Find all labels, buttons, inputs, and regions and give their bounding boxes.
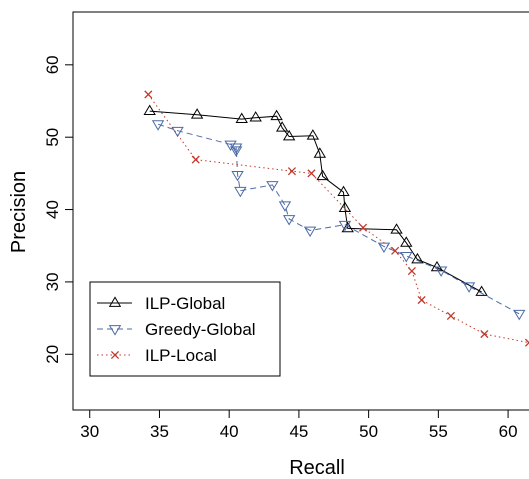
- series-ilp-global: [143, 104, 488, 296]
- y-axis-label: Precision: [8, 171, 30, 253]
- data-point-marker: [407, 267, 416, 276]
- data-point-marker: [446, 311, 455, 320]
- data-point-marker: [411, 252, 424, 264]
- data-point-marker: [316, 169, 329, 181]
- y-tick-label: 40: [43, 200, 62, 219]
- data-point-marker: [434, 266, 448, 277]
- plot-frame: [72, 11, 529, 411]
- data-point-marker: [278, 201, 292, 212]
- data-point-marker: [231, 170, 244, 182]
- data-point-marker: [191, 155, 200, 164]
- x-tick-label: 50: [359, 422, 378, 441]
- data-point-marker: [151, 120, 165, 131]
- data-point-marker: [266, 181, 279, 192]
- data-point-marker: [287, 167, 296, 176]
- series-line: [157, 123, 520, 315]
- data-point-marker: [190, 108, 204, 119]
- series-layer: [143, 90, 529, 347]
- data-point-marker: [282, 215, 296, 226]
- data-point-marker: [391, 246, 400, 255]
- data-point-marker: [229, 143, 243, 154]
- data-point-marker: [400, 252, 413, 263]
- data-point-marker: [307, 169, 316, 178]
- y-tick-label: 30: [43, 272, 62, 291]
- data-point-marker: [430, 260, 444, 272]
- data-point-marker: [338, 201, 352, 212]
- legend-item: ILP-Local: [97, 346, 217, 365]
- data-point-marker: [282, 129, 296, 141]
- data-point-marker: [234, 186, 247, 198]
- data-point-marker: [303, 226, 317, 238]
- legend-label: Greedy-Global: [145, 320, 256, 339]
- y-tick-label: 50: [43, 128, 62, 147]
- x-tick-label: 55: [429, 422, 448, 441]
- data-point-marker: [224, 140, 237, 152]
- data-point-marker: [275, 121, 289, 132]
- data-point-marker: [108, 325, 122, 336]
- data-point-marker: [110, 350, 120, 360]
- x-tick-label: 30: [80, 422, 99, 441]
- legend: ILP-Global Greedy-Global ILP-Local: [89, 281, 281, 377]
- data-point-marker: [229, 146, 243, 157]
- data-point-marker: [306, 129, 320, 140]
- data-point-marker: [270, 109, 283, 121]
- data-point-marker: [249, 111, 262, 122]
- data-point-marker: [235, 112, 248, 123]
- data-point-marker: [108, 296, 122, 307]
- data-point-marker: [338, 220, 352, 232]
- x-tick-label: 40: [220, 422, 239, 441]
- x-tick-label: 60: [499, 422, 518, 441]
- data-point-marker: [513, 309, 526, 321]
- y-tick-label: 60: [43, 55, 62, 74]
- series-ilp-local: [144, 90, 529, 347]
- series-greedy-global: [151, 120, 526, 321]
- data-point-marker: [144, 90, 153, 99]
- x-tick-label: 35: [150, 422, 169, 441]
- x-tick-label: 45: [289, 422, 308, 441]
- data-point-marker: [417, 295, 426, 305]
- data-point-marker: [341, 221, 354, 233]
- legend-item: ILP-Global: [97, 294, 225, 313]
- axes: 30 35 40 45 50 55 60 20 30 40 50 60: [43, 11, 529, 441]
- y-tick-label: 20: [43, 345, 62, 364]
- series-line: [149, 110, 482, 293]
- data-point-marker: [400, 236, 413, 247]
- x-axis-label: Recall: [289, 457, 345, 479]
- data-point-marker: [358, 223, 368, 232]
- data-point-marker: [390, 223, 403, 234]
- legend-item: Greedy-Global: [97, 320, 256, 339]
- data-point-marker: [462, 282, 476, 293]
- legend-label: ILP-Global: [145, 294, 225, 313]
- data-point-marker: [337, 185, 350, 197]
- data-point-marker: [524, 338, 529, 347]
- data-point-marker: [475, 285, 488, 296]
- data-point-marker: [143, 104, 156, 115]
- data-point-marker: [313, 147, 327, 158]
- legend-label: ILP-Local: [145, 346, 217, 365]
- data-point-marker: [480, 329, 489, 339]
